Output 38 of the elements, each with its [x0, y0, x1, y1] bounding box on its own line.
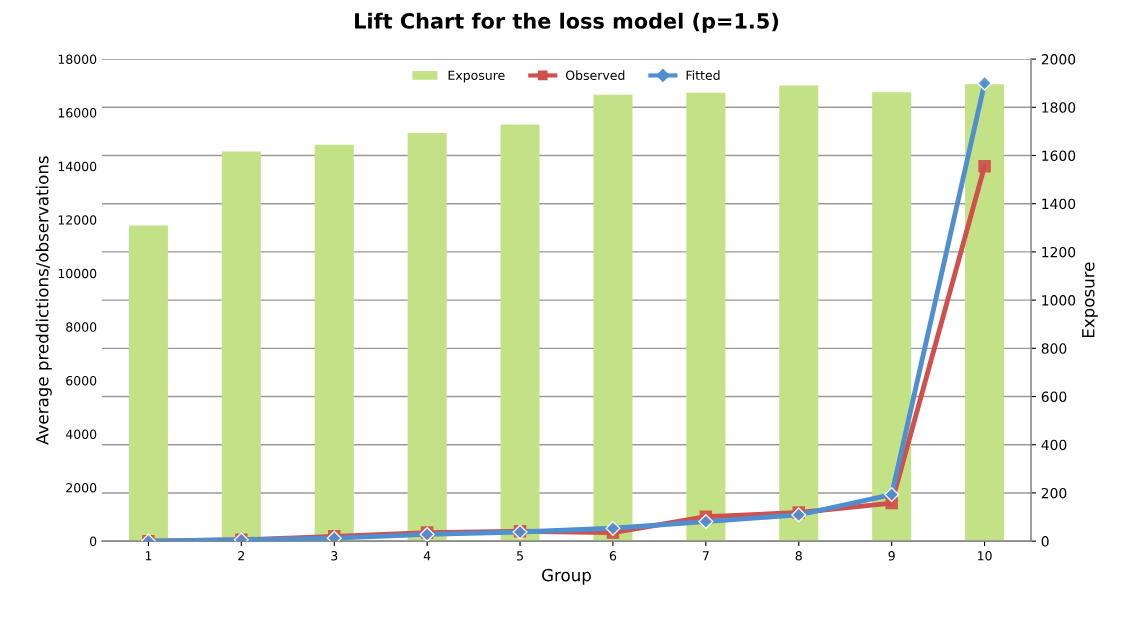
- x-axis-title: Group: [542, 568, 591, 585]
- x-tick-label: 4: [423, 551, 431, 561]
- y-tick-label: 0: [89, 536, 97, 547]
- y-tick-label: 12000: [58, 215, 97, 225]
- x-tick-label: 2: [238, 551, 245, 561]
- y-tick-label: 18000: [58, 54, 97, 65]
- y-tick-label: 6000: [66, 375, 97, 386]
- y-tick-label: 2000: [66, 483, 97, 493]
- x-tick-label: 8: [795, 551, 802, 561]
- y2-tick-label: 1200: [1042, 246, 1076, 258]
- y-tick-label: 16000: [58, 108, 97, 118]
- x-tick-label: 9: [888, 551, 895, 561]
- x-tick-label: 6: [609, 551, 617, 561]
- y2-tick-label: 1400: [1042, 198, 1076, 210]
- x-tick-label: 5: [517, 551, 523, 561]
- y-tick-label: 14000: [58, 161, 97, 172]
- y2-tick-label: 1600: [1042, 150, 1076, 161]
- x-tick-label: 3: [331, 551, 338, 561]
- y-tick-label: 4000: [65, 429, 97, 439]
- y2-tick-label: 1000: [1042, 295, 1076, 306]
- y-tick-label: 8000: [66, 322, 97, 332]
- x-tick-label: 7: [702, 551, 709, 561]
- y2-tick-label: 0: [1041, 536, 1049, 547]
- y-axis-title: Average preddictions/observations: [35, 156, 52, 445]
- chart-title: Lift Chart for the loss model (p=1.5): [355, 12, 779, 33]
- x-tick-label: 1: [145, 551, 152, 561]
- y-tick-label: 10000: [58, 268, 97, 279]
- x-tick-label: 10: [978, 551, 992, 561]
- y2-tick-label: 600: [1041, 391, 1067, 402]
- y2-tick-label: 800: [1041, 343, 1067, 354]
- y2-tick-label: 200: [1041, 487, 1067, 499]
- y2-tick-label: 2000: [1041, 54, 1076, 65]
- y2-axis-title: Exposure: [1082, 262, 1098, 338]
- y2-tick-label: 1800: [1042, 102, 1076, 113]
- legend-label: Observed: [565, 70, 625, 81]
- legend-label: Fitted: [686, 70, 720, 81]
- y2-tick-label: 400: [1041, 439, 1067, 451]
- legend-label: Exposure: [448, 70, 505, 83]
